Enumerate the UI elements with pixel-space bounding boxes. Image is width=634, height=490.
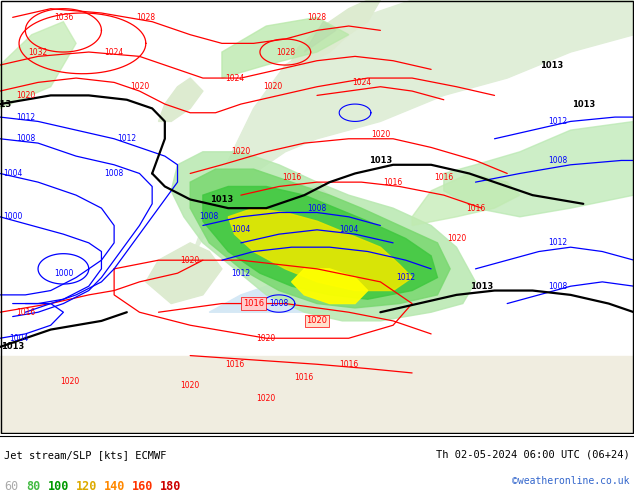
Text: 160: 160 [132, 480, 153, 490]
Polygon shape [171, 152, 476, 321]
Text: 100: 100 [48, 480, 69, 490]
Polygon shape [444, 122, 634, 217]
Text: 1028: 1028 [307, 13, 327, 22]
Text: 1013: 1013 [210, 195, 233, 204]
Text: 1004: 1004 [3, 169, 22, 178]
Text: 120: 120 [76, 480, 98, 490]
Text: 1004: 1004 [231, 225, 250, 234]
Text: 1008: 1008 [548, 282, 567, 291]
Text: 1020: 1020 [257, 394, 276, 403]
Text: 1008: 1008 [105, 169, 124, 178]
Text: Th 02-05-2024 06:00 UTC (06+24): Th 02-05-2024 06:00 UTC (06+24) [436, 450, 630, 460]
Polygon shape [190, 169, 450, 308]
Text: 1012: 1012 [231, 269, 250, 278]
Text: 60: 60 [4, 480, 18, 490]
Text: 1020: 1020 [447, 234, 466, 243]
Polygon shape [228, 208, 412, 291]
Polygon shape [190, 0, 634, 260]
Text: 1000: 1000 [54, 269, 73, 278]
Polygon shape [304, 22, 336, 52]
Polygon shape [158, 78, 203, 122]
Text: 1016: 1016 [295, 373, 314, 382]
Text: 1013: 1013 [572, 99, 595, 109]
Text: 1020: 1020 [181, 256, 200, 265]
Text: 1000: 1000 [3, 212, 22, 221]
Text: 1020: 1020 [130, 82, 149, 91]
Text: 1032: 1032 [29, 48, 48, 56]
Text: ©weatheronline.co.uk: ©weatheronline.co.uk [512, 476, 630, 486]
Text: 1016: 1016 [16, 308, 35, 317]
Text: 1028: 1028 [276, 48, 295, 56]
Text: 1008: 1008 [548, 156, 567, 165]
Text: 1008: 1008 [200, 212, 219, 221]
Text: 1016: 1016 [243, 299, 264, 308]
Polygon shape [292, 269, 368, 304]
Text: 1012: 1012 [396, 273, 415, 282]
Text: 1020: 1020 [371, 130, 390, 139]
Polygon shape [266, 187, 330, 208]
Text: 1004: 1004 [339, 225, 358, 234]
Text: 1012: 1012 [16, 113, 35, 122]
Text: 1016: 1016 [282, 173, 301, 182]
Text: 1013: 1013 [540, 61, 563, 70]
Text: 1024: 1024 [105, 48, 124, 56]
Text: 1016: 1016 [339, 360, 358, 369]
Text: 1020: 1020 [60, 377, 79, 386]
Text: Jet stream/SLP [kts] ECMWF: Jet stream/SLP [kts] ECMWF [4, 450, 167, 460]
Text: 180: 180 [160, 480, 181, 490]
Text: 1013: 1013 [369, 156, 392, 165]
Text: 1028: 1028 [136, 13, 155, 22]
Bar [0, 356, 634, 434]
Text: 1020: 1020 [263, 82, 282, 91]
Text: 80: 80 [26, 480, 40, 490]
Text: 1020: 1020 [257, 334, 276, 343]
Polygon shape [146, 243, 222, 304]
Text: 1012: 1012 [548, 238, 567, 247]
Text: 1024: 1024 [352, 78, 371, 87]
Text: 1013: 1013 [1, 343, 24, 351]
Polygon shape [209, 260, 444, 312]
Text: 1016: 1016 [466, 204, 485, 213]
Text: 1004: 1004 [10, 334, 29, 343]
Text: 1020: 1020 [16, 91, 35, 100]
Text: 1016: 1016 [384, 178, 403, 187]
Text: 1008: 1008 [16, 134, 35, 143]
Polygon shape [0, 22, 76, 108]
Polygon shape [203, 187, 437, 299]
Text: 1020: 1020 [181, 381, 200, 391]
Text: 1036: 1036 [54, 13, 73, 22]
Text: 1008: 1008 [269, 299, 288, 308]
Polygon shape [412, 173, 520, 225]
Text: 1016: 1016 [225, 360, 244, 369]
Text: 1013: 1013 [0, 99, 11, 109]
Polygon shape [292, 0, 380, 65]
Text: 1016: 1016 [434, 173, 453, 182]
Polygon shape [222, 17, 349, 78]
Text: 1013: 1013 [470, 282, 493, 291]
Text: 1020: 1020 [306, 317, 328, 325]
Text: 1008: 1008 [307, 204, 327, 213]
Text: 1020: 1020 [231, 147, 250, 156]
Text: 1012: 1012 [117, 134, 136, 143]
Text: 140: 140 [104, 480, 126, 490]
Text: 1012: 1012 [548, 117, 567, 126]
Text: 1024: 1024 [225, 74, 244, 82]
